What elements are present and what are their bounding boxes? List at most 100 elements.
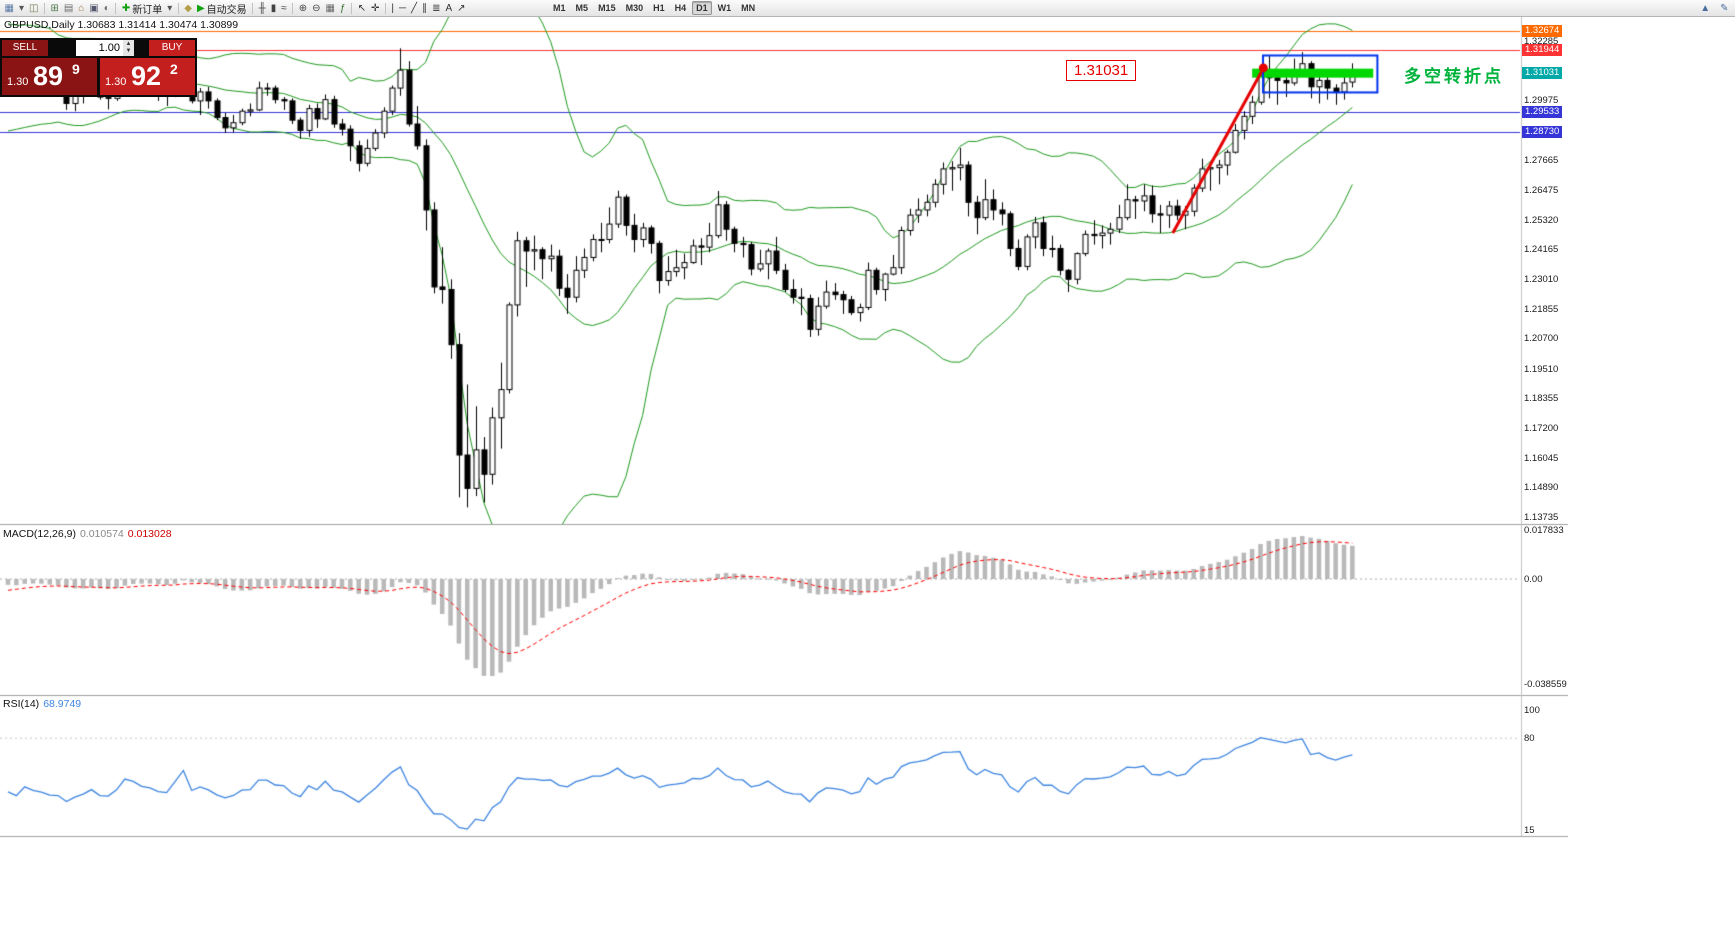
toolbar: ▦ ▾ ◫ ⊞ ▤ ⌂ ▣ ◐ ✚ 新订单 ▾ ◆ ▶ 自动交易 ╫ ▮ ≈ ⊕ ⊖ ▦ ƒ ↖ ✛ | ─ ╱ ∥ ≣ A ↗ M1 M5 M…: [0, 0, 1735, 17]
new-chart-icon[interactable]: ▦: [2, 1, 16, 16]
candlestick-chart-icon[interactable]: ▮: [268, 1, 279, 16]
one-click-trading-panel: SELL 1.00 ▲ ▼ BUY 1.30 89 9 1.30 92 2: [0, 38, 197, 97]
market-watch-icon: ⊞: [50, 2, 59, 14]
volume-value[interactable]: 1.00: [98, 42, 120, 54]
timeframe-h4-button[interactable]: H4: [674, 3, 687, 13]
terminal-icon: ▣: [89, 2, 99, 14]
candlestick-chart-icon: ▮: [270, 2, 277, 14]
vertical-line-icon[interactable]: |: [389, 1, 397, 16]
timeframe-m30-button[interactable]: M30: [625, 3, 644, 13]
navigator-icon[interactable]: ⌂: [76, 1, 87, 16]
new-order-dropdown-icon[interactable]: ▾: [165, 1, 175, 16]
autotrading-button-label: 自动交易: [206, 4, 247, 16]
zoom-in-icon[interactable]: ⊕: [296, 1, 309, 16]
profiles-icon: ◫: [28, 2, 39, 14]
buy-button[interactable]: BUY: [149, 40, 195, 56]
turning-point-note[interactable]: 多空转折点: [1404, 67, 1504, 86]
cursor-icon: ↖: [357, 2, 366, 14]
rsi-value: 68.9749: [43, 698, 82, 710]
buy-price-pip: 2: [170, 61, 178, 77]
horizontal-line-icon[interactable]: ─: [396, 1, 408, 16]
autotrading-icon: ▶: [196, 2, 205, 14]
zoom-out-icon: ⊖: [312, 2, 321, 14]
crosshair-icon: ✛: [370, 2, 380, 14]
metaeditor-icon: ◆: [184, 2, 192, 14]
timeframe-m1-button[interactable]: M1: [553, 3, 566, 13]
strategy-tester-icon[interactable]: ◐: [101, 1, 112, 16]
buy-price-button[interactable]: 1.30 92 2: [100, 58, 195, 95]
new-chart-dropdown-icon[interactable]: ▾: [16, 1, 26, 16]
new-chart-icon: ▦: [4, 2, 14, 14]
macd-main-value: 0.010574: [79, 528, 124, 540]
toolbar-separator: [252, 2, 254, 14]
toolbar-right: ▲ ✎: [1698, 1, 1735, 16]
spin-up-icon[interactable]: ▲: [125, 41, 132, 47]
bar-chart-icon: ╫: [258, 2, 266, 14]
timeframe-h1-button[interactable]: H1: [653, 3, 665, 13]
channel-icon[interactable]: ∥: [420, 1, 430, 16]
timeframe-w1-button[interactable]: W1: [717, 3, 732, 13]
chart-ohlc-header: GBPUSD,Daily 1.30683 1.31414 1.30474 1.3…: [4, 19, 239, 31]
rsi-label: RSI(14): [3, 698, 40, 710]
toolbar-separator: [384, 2, 386, 14]
crosshair-icon[interactable]: ✛: [368, 1, 381, 16]
sell-price-pip: 9: [72, 61, 80, 77]
buy-price-prefix: 1.30: [105, 76, 127, 88]
sell-button[interactable]: SELL: [2, 40, 48, 56]
timeframe-d1-button[interactable]: D1: [691, 1, 713, 15]
line-chart-icon: ≈: [281, 2, 287, 14]
fibonacci-icon: ≣: [432, 2, 441, 14]
timeframe-m5-button[interactable]: M5: [575, 3, 589, 13]
toolbar-separator: [177, 2, 179, 14]
toolbar-separator: [43, 2, 45, 14]
sell-price-button[interactable]: 1.30 89 9: [2, 58, 97, 95]
autotrading-button[interactable]: ▶ 自动交易: [194, 1, 249, 16]
bar-chart-icon[interactable]: ╫: [256, 1, 268, 16]
text-label-icon: A: [445, 2, 453, 14]
strategy-tester-icon: ◐: [103, 2, 110, 14]
volume-input[interactable]: 1.00 ▲ ▼: [76, 40, 134, 56]
metaeditor-icon[interactable]: ◆: [182, 1, 195, 16]
new-order-dropdown-icon: ▾: [167, 2, 173, 14]
fibonacci-icon[interactable]: ≣: [430, 1, 443, 16]
macd-header: MACD(12,26,9) 0.010574 0.013028: [3, 528, 176, 540]
horizontal-line-icon: ─: [398, 2, 407, 14]
sell-price-big: 89: [33, 61, 64, 91]
arrow-tool-icon: ↗: [457, 2, 466, 14]
profiles-icon[interactable]: ◫: [26, 1, 40, 16]
new-order-button-label: 新订单: [132, 4, 163, 16]
macd-signal-value: 0.013028: [127, 528, 172, 540]
buy-price-big: 92: [131, 61, 162, 91]
line-chart-icon[interactable]: ≈: [279, 1, 290, 16]
indicators-icon[interactable]: ƒ: [338, 1, 349, 16]
channel-icon: ∥: [422, 2, 428, 14]
zoom-in-icon: ⊕: [298, 2, 308, 14]
text-label-icon[interactable]: A: [443, 1, 455, 16]
terminal-icon[interactable]: ▣: [87, 1, 101, 16]
new-chart-dropdown-icon: ▾: [18, 2, 24, 14]
volume-spinner[interactable]: ▲ ▼: [123, 40, 134, 56]
arrow-tool-icon[interactable]: ↗: [455, 1, 468, 16]
edit-icon[interactable]: ✎: [1720, 2, 1729, 14]
trendline-icon: ╱: [411, 2, 418, 14]
rsi-header: RSI(14) 68.9749: [3, 698, 85, 710]
cursor-icon[interactable]: ↖: [355, 1, 368, 16]
indicators-icon: ƒ: [340, 2, 346, 14]
macd-label: MACD(12,26,9): [3, 528, 76, 540]
sell-price-prefix: 1.30: [7, 76, 29, 88]
data-window-icon[interactable]: ▤: [61, 1, 75, 16]
new-order-button[interactable]: ✚ 新订单: [119, 1, 164, 16]
market-watch-icon[interactable]: ⊞: [48, 1, 61, 16]
spin-down-icon[interactable]: ▼: [125, 48, 132, 54]
zoom-out-icon[interactable]: ⊖: [310, 1, 323, 16]
scroll-up-icon[interactable]: ▲: [1700, 2, 1711, 14]
grid-icon[interactable]: ▦: [323, 1, 337, 16]
timeframe-m15-button[interactable]: M15: [598, 3, 616, 13]
timeframe-mn-button[interactable]: MN: [741, 3, 756, 13]
trendline-icon[interactable]: ╱: [409, 1, 420, 16]
toolbar-separator: [115, 2, 117, 14]
price-annotation-label[interactable]: 1.31031: [1066, 60, 1137, 81]
new-order-icon: ✚: [121, 2, 131, 14]
